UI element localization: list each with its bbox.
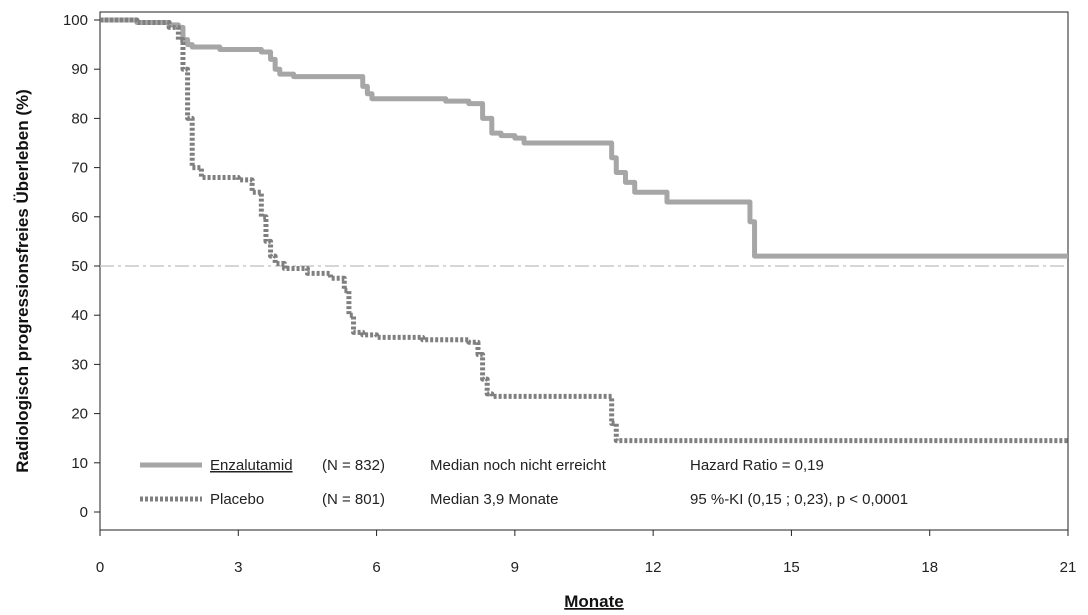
legend-median-enzalutamid: Median noch nicht erreicht <box>430 457 607 474</box>
x-tick-label: 3 <box>234 559 242 576</box>
plot-frame <box>99 11 1069 531</box>
y-tick-label: 90 <box>71 61 88 78</box>
legend-n-enzalutamid: (N = 832) <box>322 457 385 474</box>
x-tick-label: 9 <box>511 559 519 576</box>
y-tick-label: 70 <box>71 160 88 177</box>
x-tick-label: 6 <box>372 559 380 576</box>
y-tick-label: 100 <box>63 12 88 29</box>
legend-median-placebo: Median 3,9 Monate <box>430 491 558 508</box>
legend-n-placebo: (N = 801) <box>322 491 385 508</box>
legend-label-enzalutamid: Enzalutamid <box>210 457 293 474</box>
y-tick-label: 80 <box>71 110 88 127</box>
y-axis-title: Radiologisch progressionsfreies Überlebe… <box>13 89 32 473</box>
x-tick-label: 15 <box>783 559 800 576</box>
y-tick-label: 30 <box>71 356 88 373</box>
survival-curve-enzalutamid <box>100 17 1068 259</box>
x-tick-label: 21 <box>1060 559 1077 576</box>
survival-curves <box>100 17 1068 444</box>
legend-confidence-interval: 95 %-KI (0,15 ; 0,23), p < 0,0001 <box>690 491 908 508</box>
legend: Enzalutamid (N = 832) Median noch nicht … <box>140 457 908 508</box>
x-axis-title: Monate <box>564 592 624 611</box>
x-tick-label: 0 <box>96 559 104 576</box>
y-tick-label: 60 <box>71 209 88 226</box>
y-tick-label: 20 <box>71 406 88 423</box>
y-tick-label: 50 <box>71 258 88 275</box>
x-tick-label: 12 <box>645 559 662 576</box>
survival-curve-placebo <box>100 17 1068 444</box>
y-tick-label: 10 <box>71 455 88 472</box>
y-tick-label: 40 <box>71 307 88 324</box>
axes <box>99 11 1069 531</box>
y-tick-label: 0 <box>80 504 88 521</box>
legend-label-placebo: Placebo <box>210 491 264 508</box>
legend-hazard-ratio: Hazard Ratio = 0,19 <box>690 457 824 474</box>
x-tick-label: 18 <box>921 559 938 576</box>
ticks: 0 10 20 30 40 50 60 70 80 90 100 0 3 6 9 12 15 18 21 <box>63 12 1076 576</box>
